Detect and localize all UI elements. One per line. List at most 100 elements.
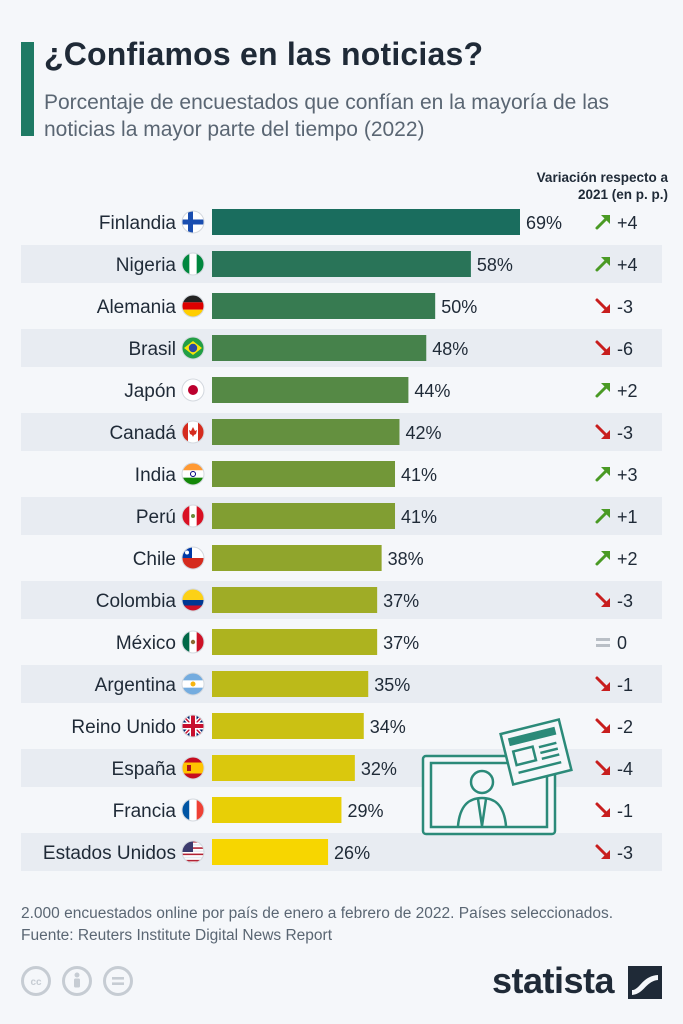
variation-header: Variación respecto a 2021 (en p. p.): [536, 170, 668, 202]
arrow-up-icon: [595, 383, 610, 398]
bar: [212, 503, 396, 529]
cc-icon[interactable]: cc: [21, 966, 51, 996]
change-label: +3: [617, 465, 638, 485]
title-accent-bar: [21, 42, 34, 136]
flag-colombia-icon: [181, 588, 205, 612]
flag-brazil-icon: [181, 336, 205, 360]
change-label: -3: [617, 423, 633, 443]
chart-subtitle: Porcentaje de encuestados que confían en…: [44, 91, 610, 141]
country-label: Francia: [113, 801, 177, 822]
bar: [212, 377, 409, 403]
bar: [212, 629, 378, 655]
value-label: 29%: [347, 801, 383, 821]
bar: [212, 755, 355, 781]
change-label: +1: [617, 507, 638, 527]
value-label: 42%: [405, 423, 441, 443]
svg-text:cc: cc: [30, 977, 42, 988]
flag-chile-icon: [181, 546, 205, 570]
flag-mexico-icon: [181, 630, 205, 654]
value-label: 41%: [401, 507, 437, 527]
tv-presenter-newspaper-icon: [421, 717, 573, 836]
bar: [212, 839, 329, 865]
value-label: 37%: [383, 591, 419, 611]
change-label: -3: [617, 591, 633, 611]
country-label: Perú: [136, 507, 176, 528]
bar: [212, 335, 427, 361]
value-label: 26%: [334, 843, 370, 863]
arrow-up-icon: [595, 215, 610, 230]
bar: [212, 293, 436, 319]
statista-logo-mark-icon: [628, 966, 662, 999]
change-label: +4: [617, 213, 638, 233]
arrow-down-icon: [595, 340, 610, 355]
bar: [212, 545, 382, 571]
value-label: 69%: [526, 213, 562, 233]
flag-france-icon: [181, 798, 205, 822]
change-label: -1: [617, 801, 633, 821]
bar: [212, 797, 342, 823]
bar: [212, 419, 400, 445]
country-label: India: [135, 465, 177, 486]
change-label: +2: [617, 381, 638, 401]
flag-finland-icon: [181, 210, 205, 234]
arrow-down-icon: [595, 718, 610, 733]
attribution-icon[interactable]: [62, 966, 92, 996]
value-label: 38%: [388, 549, 424, 569]
country-label: Japón: [124, 381, 176, 402]
flag-canada-icon: [181, 420, 205, 444]
flag-usa-icon: [181, 840, 205, 864]
change-label: +4: [617, 255, 638, 275]
value-label: 35%: [374, 675, 410, 695]
flag-argentina-icon: [181, 672, 205, 696]
value-label: 48%: [432, 339, 468, 359]
row-stripe: [21, 833, 662, 871]
country-label: Brasil: [128, 339, 176, 360]
country-label: Canadá: [109, 423, 176, 444]
arrow-up-icon: [595, 257, 610, 272]
flag-peru-icon: [181, 504, 205, 528]
flag-japan-icon: [181, 378, 205, 402]
country-label: Colombia: [96, 591, 177, 612]
flag-uk-icon: [181, 714, 205, 738]
arrow-down-icon: [595, 298, 610, 313]
value-label: 37%: [383, 633, 419, 653]
flag-spain-icon: [181, 756, 205, 780]
arrow-down-icon: [595, 844, 610, 859]
change-label: -4: [617, 759, 633, 779]
country-label: México: [116, 633, 176, 654]
value-label: 34%: [370, 717, 406, 737]
country-label: Reino Unido: [71, 717, 176, 738]
chart-title: ¿Confiamos en las noticias?: [44, 36, 484, 72]
arrow-up-icon: [595, 509, 610, 524]
country-label: Alemania: [97, 297, 177, 318]
change-label: -3: [617, 843, 633, 863]
arrow-down-icon: [595, 592, 610, 607]
source-note: 2.000 encuestados online por país de ene…: [21, 905, 613, 944]
arrow-up-icon: [595, 467, 610, 482]
change-label: -3: [617, 297, 633, 317]
country-label: Argentina: [95, 675, 177, 696]
change-label: -2: [617, 717, 633, 737]
bar: [212, 251, 471, 277]
equals-icon: [596, 638, 610, 647]
change-label: -6: [617, 339, 633, 359]
bar: [212, 671, 369, 697]
value-label: 32%: [361, 759, 397, 779]
flag-germany-icon: [181, 294, 205, 318]
value-label: 50%: [441, 297, 477, 317]
bar: [212, 461, 396, 487]
arrow-down-icon: [595, 424, 610, 439]
country-label: Nigeria: [116, 255, 177, 276]
arrow-down-icon: [595, 676, 610, 691]
arrow-down-icon: [595, 802, 610, 817]
value-label: 58%: [477, 255, 513, 275]
country-label: Estados Unidos: [43, 843, 176, 864]
bar: [212, 587, 378, 613]
statista-logo[interactable]: statista: [492, 960, 615, 1001]
country-label: España: [112, 759, 177, 780]
flag-nigeria-icon: [181, 252, 205, 276]
no-derivatives-icon[interactable]: [103, 966, 133, 996]
arrow-up-icon: [595, 551, 610, 566]
value-label: 44%: [414, 381, 450, 401]
